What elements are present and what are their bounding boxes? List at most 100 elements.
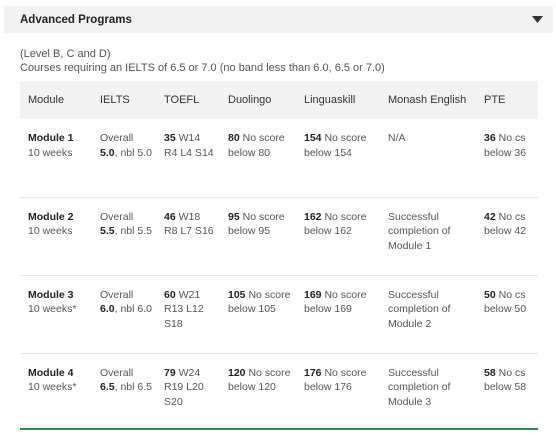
chevron-down-icon[interactable]: [531, 15, 543, 25]
toefl-detail: W24 R19 L20 S20: [164, 366, 204, 408]
cell-duolingo: 95 No score below 95: [220, 197, 296, 276]
ielts-prefix: Overall: [100, 366, 134, 379]
accordion-header-advanced-programs[interactable]: Advanced Programs: [4, 6, 553, 33]
ielts-prefix: Overall: [100, 288, 134, 301]
column-header-pte: PTE: [476, 81, 538, 119]
cell-pte: 42 No cs below 42: [476, 197, 538, 276]
linguaskill-score: 154: [304, 132, 322, 144]
requirements-table: Module IELTS TOEFL Duolingo Linguaskill …: [20, 81, 538, 431]
monash-requirement: Successful completion of Module 3: [388, 366, 451, 408]
table-body: Module 1 10 weeks Overall 5.0, nbl 5.0 35 W…: [20, 119, 538, 431]
duolingo-score: 120: [228, 366, 246, 379]
cell-monash-english: Successful completion of Module 2: [380, 275, 476, 354]
ielts-suffix: , nbl 5.5: [114, 225, 152, 237]
linguaskill-detail: No score below 169: [304, 288, 367, 316]
module-duration: 10 weeks: [28, 146, 73, 159]
cell-module: Module 4 10 weeks*: [20, 353, 92, 431]
pte-score: 36: [484, 132, 496, 144]
duolingo-detail: No score below 105: [228, 288, 291, 316]
column-header-linguaskill: Linguaskill: [296, 81, 380, 119]
toefl-detail: W21 R13 L12 S18: [164, 288, 204, 330]
cell-toefl: 60 W21 R13 L12 S18: [156, 275, 220, 354]
linguaskill-detail: No score below 154: [304, 132, 367, 159]
ielts-suffix: , nbl 5.0: [114, 146, 152, 159]
monash-requirement: N/A: [388, 132, 406, 144]
toefl-score: 60: [164, 288, 176, 301]
cell-linguaskill: 169 No score below 169: [296, 275, 380, 354]
monash-requirement: Successful completion of Module 2: [388, 288, 451, 330]
ielts-score: 6.0: [100, 303, 115, 315]
column-header-toefl: TOEFL: [156, 81, 220, 119]
cell-linguaskill: 176 No score below 176: [296, 353, 380, 431]
cell-duolingo: 120 No score below 120: [220, 353, 296, 431]
cell-toefl: 79 W24 R19 L20 S20: [156, 353, 220, 431]
column-header-monash-english: Monash English: [380, 81, 476, 119]
duolingo-score: 80: [228, 132, 240, 144]
monash-requirement: Successful completion of Module 1: [388, 210, 451, 252]
cell-toefl: 35 W14 R4 L4 S14: [156, 119, 220, 198]
ielts-score: 5.5: [100, 225, 115, 237]
cell-ielts: Overall 6.5, nbl 6.5: [92, 353, 156, 431]
ielts-score: 5.0: [100, 146, 115, 159]
accent-divider: [20, 428, 538, 430]
toefl-score: 35: [164, 132, 176, 144]
column-header-module: Module: [20, 81, 92, 119]
pte-score: 58: [484, 366, 496, 379]
cell-duolingo: 105 No score below 105: [220, 275, 296, 354]
pte-detail: No cs below 42: [484, 210, 527, 238]
toefl-detail: W14 R4 L4 S14: [164, 132, 214, 159]
toefl-score: 46: [164, 210, 176, 223]
pte-detail: No cs below 36: [484, 132, 527, 159]
cell-monash-english: Successful completion of Module 3: [380, 353, 476, 431]
cell-ielts: Overall 5.5, nbl 5.5: [92, 197, 156, 276]
duolingo-score: 105: [228, 288, 246, 301]
pte-score: 42: [484, 210, 496, 223]
duolingo-detail: No score below 120: [228, 366, 291, 394]
module-duration: 10 weeks*: [28, 303, 77, 315]
cell-pte: 50 No cs below 50: [476, 275, 538, 354]
ielts-prefix: Overall: [100, 210, 134, 223]
cell-toefl: 46 W18 R8 L7 S16: [156, 197, 220, 276]
table-row: Module 2 10 weeks Overall 5.5, nbl 5.5 46 W…: [20, 197, 538, 276]
table-header-row: Module IELTS TOEFL Duolingo Linguaskill …: [20, 81, 538, 119]
linguaskill-score: 176: [304, 366, 322, 379]
pte-detail: No cs below 58: [484, 366, 527, 394]
duolingo-score: 95: [228, 210, 240, 223]
linguaskill-detail: No score below 162: [304, 210, 367, 238]
cell-linguaskill: 154 No score below 154: [296, 119, 380, 198]
cell-module: Module 1 10 weeks: [20, 119, 92, 198]
table-row: Module 1 10 weeks Overall 5.0, nbl 5.0 35 W…: [20, 119, 538, 198]
cell-duolingo: 80 No score below 80: [220, 119, 296, 198]
cell-monash-english: Successful completion of Module 1: [380, 197, 476, 276]
intro-text: (Level B, C and D) Courses requiring an …: [20, 47, 540, 75]
cell-pte: 58 No cs below 58: [476, 353, 538, 431]
cell-pte: 36 No cs below 36: [476, 119, 538, 198]
linguaskill-score: 162: [304, 210, 322, 223]
module-name: Module 2: [28, 210, 74, 223]
module-duration: 10 weeks: [28, 225, 73, 237]
requirements-table-wrapper: Module IELTS TOEFL Duolingo Linguaskill …: [20, 81, 538, 431]
cell-ielts: Overall 5.0, nbl 5.0: [92, 119, 156, 198]
table-row: Module 4 10 weeks* Overall 6.5, nbl 6.5 79 …: [20, 353, 538, 431]
cell-module: Module 3 10 weeks*: [20, 275, 92, 354]
cell-ielts: Overall 6.0, nbl 6.0: [92, 275, 156, 354]
module-name: Module 4: [28, 366, 74, 379]
toefl-detail: W18 R8 L7 S16: [164, 210, 214, 238]
duolingo-detail: No score below 80: [228, 132, 285, 159]
toefl-score: 79: [164, 366, 176, 379]
module-duration: 10 weeks*: [28, 381, 77, 393]
column-header-ielts: IELTS: [92, 81, 156, 119]
cell-monash-english: N/A: [380, 119, 476, 198]
pte-detail: No cs below 50: [484, 288, 527, 316]
intro-levels: (Level B, C and D): [20, 48, 111, 60]
ielts-prefix: Overall: [100, 132, 134, 144]
linguaskill-detail: No score below 176: [304, 366, 367, 394]
accordion-title: Advanced Programs: [20, 13, 132, 26]
intro-requirement: Courses requiring an IELTS of 6.5 or 7.0…: [20, 62, 385, 74]
duolingo-detail: No score below 95: [228, 210, 285, 238]
ielts-suffix: , nbl 6.0: [114, 303, 152, 315]
module-name: Module 3: [28, 288, 74, 301]
pte-score: 50: [484, 288, 496, 301]
linguaskill-score: 169: [304, 288, 322, 301]
cell-module: Module 2 10 weeks: [20, 197, 92, 276]
